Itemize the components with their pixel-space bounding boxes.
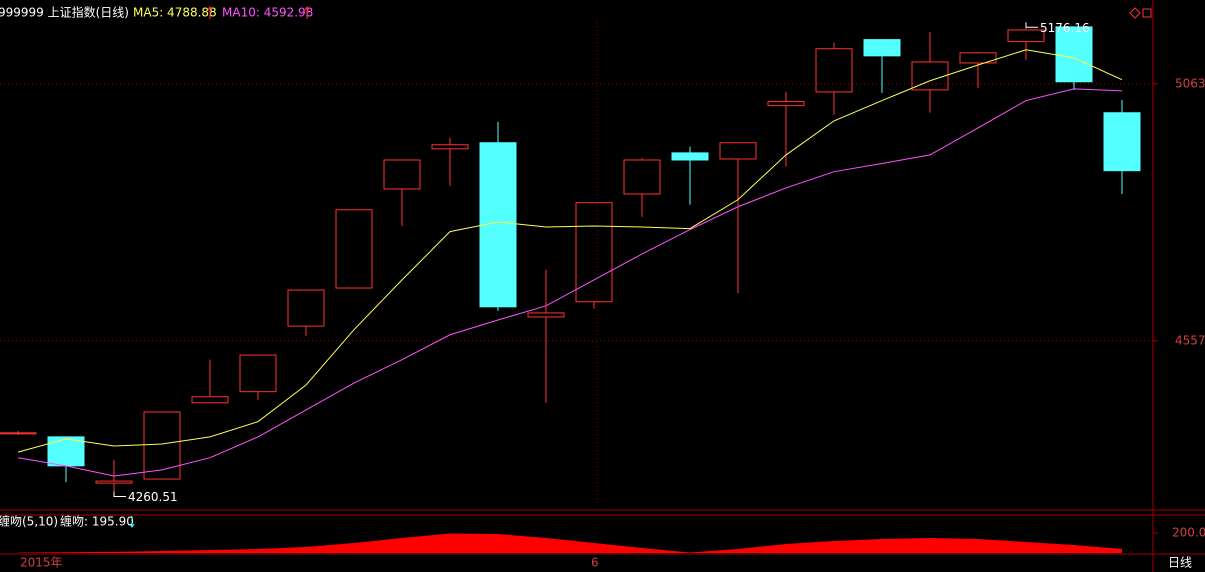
y-tick-label: 200.0 xyxy=(1172,526,1205,540)
legend-entry: MA5: 4788.88 xyxy=(133,6,217,20)
area xyxy=(18,533,1122,553)
candle-body xyxy=(671,152,709,161)
value-label: 4260.51 xyxy=(128,490,178,504)
arrow-icon xyxy=(304,6,310,19)
candle-body xyxy=(623,159,661,195)
x-tick-label: 6 xyxy=(591,556,599,570)
x-tick-label: 2015年 xyxy=(20,556,63,570)
candle-body xyxy=(959,52,997,64)
arrow-icon xyxy=(129,516,135,528)
ma-line xyxy=(17,88,1123,477)
candle-body xyxy=(0,432,37,435)
value-label: 5176.16 xyxy=(1040,21,1090,35)
candle-body xyxy=(239,354,277,393)
candle-body xyxy=(1007,29,1045,43)
arrow-icon xyxy=(207,6,213,19)
candle-body xyxy=(431,144,469,150)
legend-entry: 缠吻: 195.90 xyxy=(60,514,134,529)
candle-body xyxy=(1103,112,1141,172)
y-tick-label: 5063 xyxy=(1175,76,1205,90)
ma-line xyxy=(17,49,1123,453)
candle-body xyxy=(191,396,229,404)
label-arrow xyxy=(113,491,126,497)
candle-body xyxy=(383,159,421,190)
candle-body xyxy=(863,39,901,57)
candle-body xyxy=(143,411,181,480)
y-tick-label: 4557 xyxy=(1175,333,1205,347)
chart-title: 999999 上证指数(日线) xyxy=(0,5,129,20)
period-label: 日线 xyxy=(1168,556,1192,570)
legend-entry: MA10: 4592.98 xyxy=(222,6,313,20)
candle-body xyxy=(815,48,853,93)
candle-body xyxy=(767,101,805,107)
candle-body xyxy=(1055,26,1093,83)
candle-body xyxy=(911,61,949,91)
icon[interactable] xyxy=(1142,8,1152,18)
panel-title: 缠吻(5,10) xyxy=(0,514,58,529)
candle-body xyxy=(95,480,133,484)
candle-body xyxy=(287,289,325,327)
candle-body xyxy=(527,312,565,318)
candle-body xyxy=(575,202,613,303)
label-arrow xyxy=(1025,22,1038,28)
candle-body xyxy=(335,209,373,289)
candle-body xyxy=(719,142,757,160)
icon[interactable] xyxy=(1129,7,1141,19)
